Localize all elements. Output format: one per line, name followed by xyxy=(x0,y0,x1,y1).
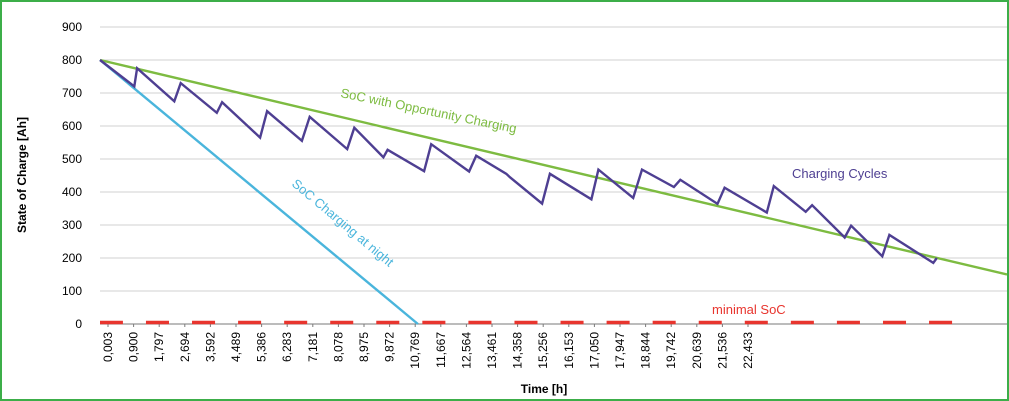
y-axis-ticks: 0 100 200 300 400 500 600 700 800 900 xyxy=(62,20,82,331)
x-tick-label: 3,592 xyxy=(203,332,217,362)
x-tick-label: 19,742 xyxy=(664,332,678,369)
grid-lines xyxy=(100,26,1007,325)
y-tick-label: 300 xyxy=(62,218,82,232)
y-tick-label: 200 xyxy=(62,251,82,265)
series-group xyxy=(99,58,1007,325)
x-tick-label: 15,256 xyxy=(536,332,550,369)
annotation-minimal-soc: minimal SoC xyxy=(712,302,786,317)
x-tick-label: 21,536 xyxy=(715,332,729,369)
x-tick-label: 10,769 xyxy=(408,332,422,369)
y-tick-label: 0 xyxy=(75,317,82,331)
series-line-1 xyxy=(99,58,1007,276)
y-tick-label: 100 xyxy=(62,284,82,298)
x-tick-label: 7,181 xyxy=(306,332,320,362)
x-tick-label: 13,461 xyxy=(485,332,499,369)
y-tick-label: 900 xyxy=(62,20,82,34)
series-line-2 xyxy=(99,59,938,265)
y-tick-label: 400 xyxy=(62,185,82,199)
annotation-charging-cycles: Charging Cycles xyxy=(792,166,888,181)
x-tick-label: 18,844 xyxy=(639,332,653,369)
x-tick-label: 12,564 xyxy=(459,332,473,369)
y-tick-label: 700 xyxy=(62,86,82,100)
x-tick-label: 6,283 xyxy=(280,332,294,362)
x-tick-label: 9,872 xyxy=(383,332,397,362)
annotation-charging-at-night: SoC Charging at night xyxy=(289,176,397,270)
x-tick-label: 11,667 xyxy=(434,332,448,368)
x-axis-label: Time [h] xyxy=(521,382,567,396)
x-tick-label: 20,639 xyxy=(690,332,704,369)
x-tick-label: 14,358 xyxy=(511,332,525,369)
x-tick-label: 17,947 xyxy=(613,332,627,369)
x-tick-label: 0,900 xyxy=(127,332,141,362)
x-tick-label: 16,153 xyxy=(562,332,576,369)
x-tick-label: 2,694 xyxy=(178,332,192,362)
x-tick-label: 1,797 xyxy=(152,332,166,362)
x-tick-label: 8,078 xyxy=(331,332,345,362)
x-tick-label: 0,003 xyxy=(101,332,115,362)
x-tick-label: 17,050 xyxy=(587,332,601,369)
x-tick-label: 22,433 xyxy=(741,332,755,369)
series-line-0 xyxy=(99,59,419,325)
x-tick-label: 4,489 xyxy=(229,332,243,362)
y-tick-label: 500 xyxy=(62,152,82,166)
x-tick-label: 8,975 xyxy=(357,332,371,362)
x-axis-ticks: 0,003 0,900 1,797 2,694 3,592 4,489 5,386 6,283… xyxy=(101,324,755,369)
y-tick-label: 800 xyxy=(62,53,82,67)
y-axis-label: State of Charge [Ah] xyxy=(15,117,29,233)
y-tick-label: 600 xyxy=(62,119,82,133)
x-tick-label: 5,386 xyxy=(255,332,269,362)
